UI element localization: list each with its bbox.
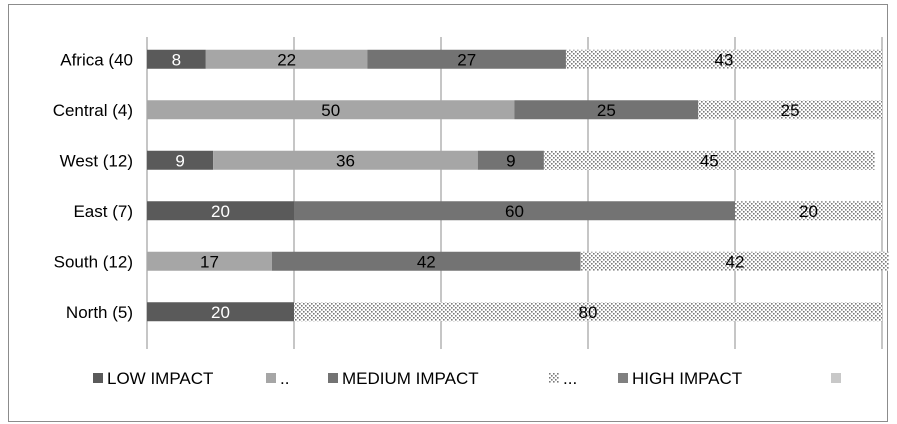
bar-africa-40-medium-impact bbox=[367, 49, 566, 69]
category-label-east-7: East (7) bbox=[73, 202, 133, 221]
bar-west-12-unnamed bbox=[213, 150, 478, 170]
value-label-africa-40-low-impact: 8 bbox=[172, 50, 181, 69]
legend-label-low-impact: LOW IMPACT bbox=[107, 369, 213, 388]
bar-central-4-medium-impact bbox=[514, 100, 699, 120]
value-label-central-4-unnamed: 25 bbox=[781, 101, 800, 120]
bars: 8 22 27 43 50 25 25 9 36 9 45 20 60 20 17 42 42 20 80 bbox=[147, 49, 889, 322]
bar-south-12-medium-impact bbox=[271, 251, 581, 271]
legend-swatch-medium-impact bbox=[328, 373, 338, 383]
value-label-east-7-low-impact: 20 bbox=[211, 202, 230, 221]
value-label-east-7-medium-impact: 60 bbox=[505, 202, 524, 221]
bar-africa-40-unnamed bbox=[205, 49, 368, 69]
bar-east-7-low-impact bbox=[147, 201, 294, 221]
legend-swatch-unnamed bbox=[549, 373, 559, 383]
category-labels: Africa (40 Central (4) West (12) East (7) So… bbox=[53, 50, 133, 322]
bar-south-12-unnamed bbox=[147, 251, 272, 271]
legend-label-unnamed: .. bbox=[280, 369, 289, 388]
value-label-africa-40-medium-impact: 27 bbox=[457, 50, 476, 69]
legend-label-unnamed: ... bbox=[563, 369, 577, 388]
bar-north-5-unnamed bbox=[294, 302, 882, 322]
value-label-south-12-unnamed: 42 bbox=[726, 252, 745, 271]
legend-label-high-impact: HIGH IMPACT bbox=[632, 369, 742, 388]
category-label-west-12: West (12) bbox=[60, 151, 133, 170]
value-label-central-4-medium-impact: 25 bbox=[597, 101, 616, 120]
stacked-bar-chart: 8 22 27 43 50 25 25 9 36 9 45 20 60 20 17 42 42 20 80 Afri… bbox=[53, 37, 889, 388]
legend-swatch-unnamed bbox=[266, 373, 276, 383]
bar-east-7-unnamed bbox=[735, 201, 882, 221]
category-label-central-4: Central (4) bbox=[53, 101, 133, 120]
chart-frame: 8 22 27 43 50 25 25 9 36 9 45 20 60 20 17 42 42 20 80 Afri… bbox=[8, 4, 889, 422]
value-label-africa-40-unnamed: 22 bbox=[277, 50, 296, 69]
legend-swatch-series-5 bbox=[831, 373, 841, 383]
bar-west-12-medium-impact bbox=[477, 150, 544, 170]
bar-south-12-unnamed bbox=[580, 251, 889, 271]
value-label-south-12-medium-impact: 42 bbox=[417, 252, 436, 271]
bar-central-4-unnamed bbox=[698, 100, 882, 120]
bar-west-12-low-impact bbox=[147, 150, 214, 170]
value-label-north-5-unnamed: 80 bbox=[579, 303, 598, 322]
legend-swatch-high-impact bbox=[618, 373, 628, 383]
bar-west-12-unnamed bbox=[543, 150, 875, 170]
bar-east-7-medium-impact bbox=[294, 201, 735, 221]
value-label-west-12-medium-impact: 9 bbox=[506, 151, 515, 170]
category-label-africa-40: Africa (40 bbox=[60, 50, 133, 69]
gridlines bbox=[146, 37, 883, 349]
value-label-west-12-unnamed: 36 bbox=[336, 151, 355, 170]
bar-africa-40-unnamed bbox=[565, 49, 882, 69]
value-label-east-7-unnamed: 20 bbox=[799, 202, 818, 221]
value-label-north-5-low-impact: 20 bbox=[211, 303, 230, 322]
bar-africa-40-low-impact bbox=[147, 49, 206, 69]
bar-central-4-unnamed bbox=[147, 100, 515, 120]
value-label-central-4-unnamed: 50 bbox=[321, 101, 340, 120]
category-label-north-5: North (5) bbox=[66, 303, 133, 322]
category-label-south-12: South (12) bbox=[54, 252, 133, 271]
value-label-south-12-unnamed: 17 bbox=[200, 252, 219, 271]
value-label-west-12-low-impact: 9 bbox=[175, 151, 184, 170]
legend-label-medium-impact: MEDIUM IMPACT bbox=[342, 369, 479, 388]
legend-swatch-low-impact bbox=[93, 373, 103, 383]
bar-north-5-low-impact bbox=[147, 302, 294, 322]
legend: LOW IMPACT.. MEDIUM IMPACT... HIGH IMPACT bbox=[93, 369, 841, 388]
value-label-africa-40-unnamed: 43 bbox=[715, 50, 734, 69]
value-label-west-12-unnamed: 45 bbox=[700, 151, 719, 170]
